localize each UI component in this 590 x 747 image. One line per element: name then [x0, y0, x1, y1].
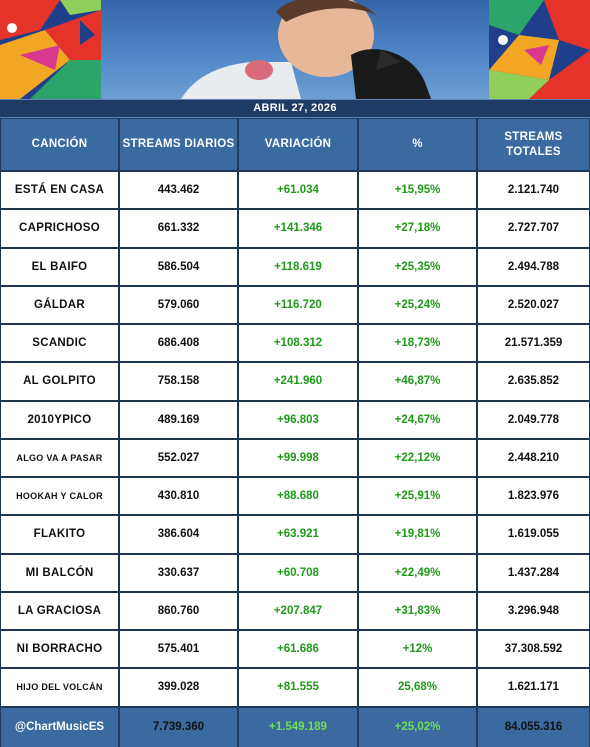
table-row-6-percent-change: +46,87%	[358, 362, 477, 401]
table-row-12-daily-streams: 860.760	[119, 591, 238, 630]
table-row-4-variation-value: +116.720	[238, 285, 358, 324]
table-row-1-percent-change: +15,95%	[358, 171, 477, 210]
table-row-7-daily-streams: 489.169	[119, 400, 238, 439]
table-row-7-total-streams: 2.049.778	[477, 400, 590, 439]
table-row-4-percent-change: +25,24%	[358, 285, 477, 324]
table-row-14-daily-streams: 399.028	[119, 668, 238, 707]
footer-daily-total: 7.739.360	[119, 706, 238, 747]
footer-handle[interactable]: @ChartMusicES	[0, 706, 119, 747]
table-row-5-percent-change: +18,73%	[358, 324, 477, 363]
table-row-12-song-title: LA GRACIOSA	[0, 591, 119, 630]
table-row-10-variation-value: +63.921	[238, 515, 358, 554]
table-row-12-variation-value: +207.847	[238, 591, 358, 630]
table-row-9-percent-change: +25,91%	[358, 477, 477, 516]
table-row-3-daily-streams: 586.504	[119, 247, 238, 286]
table-row-10-total-streams: 1.619.055	[477, 515, 590, 554]
table-row-7-variation-value: +96.803	[238, 400, 358, 439]
table-row-13-total-streams: 37.308.592	[477, 630, 590, 669]
table-row-14-variation-value: +81.555	[238, 668, 358, 707]
table-row-4-total-streams: 2.520.027	[477, 285, 590, 324]
column-header-total-streams: STREAMS TOTALES	[477, 118, 590, 171]
table-row-6-song-title: AL GOLPITO	[0, 362, 119, 401]
table-row-11-variation-value: +60.708	[238, 553, 358, 592]
table-row-12-percent-change: +31,83%	[358, 591, 477, 630]
table-row-5-song-title: SCANDIC	[0, 324, 119, 363]
table-row-8-percent-change: +22,12%	[358, 438, 477, 477]
table-row-11-percent-change: +22,49%	[358, 553, 477, 592]
decorative-art-right	[489, 0, 590, 99]
footer-variation-total: +1.549.189	[238, 706, 358, 747]
table-row-4-song-title: GÁLDAR	[0, 285, 119, 324]
table-row-13-percent-change: +12%	[358, 630, 477, 669]
table-row-13-variation-value: +61.686	[238, 630, 358, 669]
table-row-14-percent-change: 25,68%	[358, 668, 477, 707]
table-row-8-variation-value: +99.998	[238, 438, 358, 477]
table-row-14-total-streams: 1.621.171	[477, 668, 590, 707]
table-row-5-variation-value: +108.312	[238, 324, 358, 363]
table-row-2-percent-change: +27,18%	[358, 209, 477, 248]
table-row-2-total-streams: 2.727.707	[477, 209, 590, 248]
table-row-9-variation-value: +88.680	[238, 477, 358, 516]
table-row-5-total-streams: 21.571.359	[477, 324, 590, 363]
column-header-song: CANCIÓN	[0, 118, 119, 171]
table-row-3-total-streams: 2.494.788	[477, 247, 590, 286]
table-row-8-total-streams: 2.448.210	[477, 438, 590, 477]
table-row-3-variation-value: +118.619	[238, 247, 358, 286]
table-row-11-total-streams: 1.437.284	[477, 553, 590, 592]
table-row-7-song-title: 2010YPICO	[0, 400, 119, 439]
decorative-art-left	[0, 0, 101, 99]
streams-table: CANCIÓN STREAMS DIARIOS VARIACIÓN % STRE…	[0, 118, 590, 747]
column-header-percent: %	[358, 118, 477, 171]
table-row-3-percent-change: +25,35%	[358, 247, 477, 286]
table-row-4-daily-streams: 579.060	[119, 285, 238, 324]
table-row-10-song-title: FLAKITO	[0, 515, 119, 554]
table-row-8-song-title: ALGO VA A PASAR	[0, 438, 119, 477]
table-row-1-daily-streams: 443.462	[119, 171, 238, 210]
table-row-13-song-title: NI BORRACHO	[0, 630, 119, 669]
table-row-2-song-title: CAPRICHOSO	[0, 209, 119, 248]
table-row-10-daily-streams: 386.604	[119, 515, 238, 554]
table-row-13-daily-streams: 575.401	[119, 630, 238, 669]
table-row-2-variation-value: +141.346	[238, 209, 358, 248]
table-row-9-song-title: HOOKAH Y CALOR	[0, 477, 119, 516]
table-row-7-percent-change: +24,67%	[358, 400, 477, 439]
table-row-9-daily-streams: 430.810	[119, 477, 238, 516]
table-row-1-song-title: ESTÁ EN CASA	[0, 171, 119, 210]
table-row-12-total-streams: 3.296.948	[477, 591, 590, 630]
table-row-6-daily-streams: 758.158	[119, 362, 238, 401]
footer-percent-total: +25,02%	[358, 706, 477, 747]
table-row-3-song-title: EL BAIFO	[0, 247, 119, 286]
date-label: ABRIL 27, 2026	[0, 99, 590, 118]
table-row-14-song-title: HIJO DEL VOLCÁN	[0, 668, 119, 707]
table-row-1-total-streams: 2.121.740	[477, 171, 590, 210]
table-row-8-daily-streams: 552.027	[119, 438, 238, 477]
table-row-1-variation-value: +61.034	[238, 171, 358, 210]
table-row-11-song-title: MI BALCÓN	[0, 553, 119, 592]
table-row-5-daily-streams: 686.408	[119, 324, 238, 363]
table-row-6-variation-value: +241.960	[238, 362, 358, 401]
table-row-6-total-streams: 2.635.852	[477, 362, 590, 401]
table-row-9-total-streams: 1.823.976	[477, 477, 590, 516]
header-banner	[0, 0, 590, 99]
table-row-10-percent-change: +19,81%	[358, 515, 477, 554]
column-header-daily-streams: STREAMS DIARIOS	[119, 118, 238, 171]
table-row-11-daily-streams: 330.637	[119, 553, 238, 592]
column-header-variation: VARIACIÓN	[238, 118, 358, 171]
artist-photo	[101, 0, 489, 99]
footer-streams-total: 84.055.316	[477, 706, 590, 747]
table-row-2-daily-streams: 661.332	[119, 209, 238, 248]
